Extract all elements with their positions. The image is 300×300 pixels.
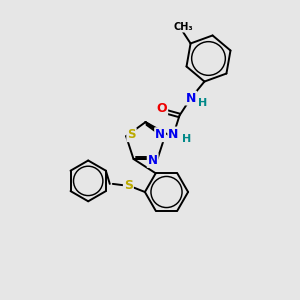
Text: N: N — [186, 92, 196, 104]
Text: N: N — [148, 154, 158, 167]
Text: N: N — [155, 128, 165, 141]
Text: H: H — [182, 134, 191, 143]
Text: CH₃: CH₃ — [173, 22, 193, 32]
Text: S: S — [124, 179, 133, 192]
Text: O: O — [157, 102, 167, 115]
Text: N: N — [168, 128, 179, 140]
Text: H: H — [198, 98, 207, 108]
Text: S: S — [127, 128, 136, 141]
